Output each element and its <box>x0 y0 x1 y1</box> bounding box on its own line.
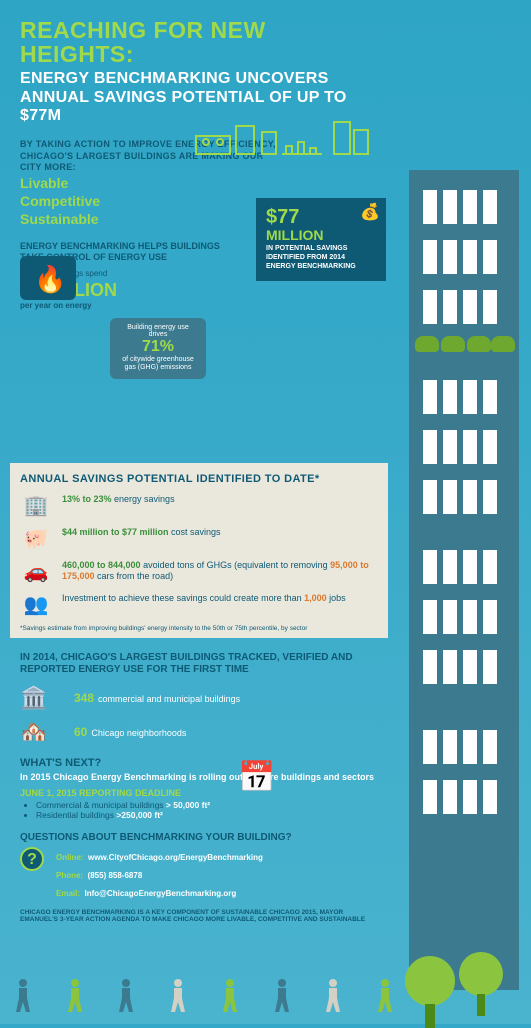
contact-line: Phone: (855) 858-6878 <box>56 865 375 883</box>
annual-footnote: *Savings estimate from improving buildin… <box>20 625 378 632</box>
annual-title: ANNUAL SAVINGS POTENTIAL IDENTIFIED TO D… <box>20 473 378 485</box>
contact-line: Email: Info@ChicagoEnergyBenchmarking.or… <box>56 883 375 901</box>
intro-line: Competitive <box>20 193 280 209</box>
contact-line: Online: www.CityofChicago.org/EnergyBenc… <box>56 847 375 865</box>
questions-blurb: CHICAGO ENERGY BENCHMARKING IS A KEY COM… <box>20 909 375 925</box>
car-icon: 🚗 <box>20 560 52 584</box>
main-title: REACHING FOR NEW HEIGHTS: <box>20 18 375 66</box>
question-mark-icon: ? <box>20 847 44 871</box>
intro-line: Sustainable <box>20 211 280 227</box>
buildings-icon: 🏛️ <box>20 685 64 711</box>
next-body: In 2015 Chicago Energy Benchmarking is r… <box>20 772 375 782</box>
annual-row: 👥 Investment to achieve these savings co… <box>20 593 378 617</box>
savings-callout: 💰 $77 MILLION IN POTENTIAL SAVINGS IDENT… <box>256 198 386 281</box>
next-item: Commercial & municipal buildings > 50,00… <box>36 800 375 810</box>
roof-garden-icon <box>415 330 515 352</box>
skyscraper-graphic <box>409 170 519 990</box>
tracked-title: IN 2014, CHICAGO'S LARGEST BUILDINGS TRA… <box>20 652 375 677</box>
deadline-label: JUNE 1, 2015 REPORTING DEADLINE <box>20 788 375 798</box>
next-title: WHAT'S NEXT? <box>20 757 375 769</box>
tree-icon <box>405 956 455 1006</box>
ghg-callout: Building energy use drives 71% of citywi… <box>110 318 206 379</box>
neighborhood-icon: 🏘️ <box>20 719 64 745</box>
annual-row: 🚗 460,000 to 844,000 avoided tons of GHG… <box>20 560 378 584</box>
annual-row: 🏢 13% to 23% energy savings <box>20 494 378 518</box>
annual-row: 🐖 $44 million to $77 million cost saving… <box>20 527 378 551</box>
piggy-icon: 🐖 <box>20 527 52 551</box>
calendar-icon: 📅 <box>238 760 275 795</box>
people-icon: 👥 <box>20 593 52 617</box>
annual-savings-panel: ANNUAL SAVINGS POTENTIAL IDENTIFIED TO D… <box>10 463 388 638</box>
intro-line: Livable <box>20 175 280 191</box>
spend-per: per year on energy <box>20 301 230 310</box>
cityline-icon <box>192 118 377 158</box>
questions-title: QUESTIONS ABOUT BENCHMARKING YOUR BUILDI… <box>20 832 375 843</box>
money-bag-icon: 💰 <box>360 202 380 222</box>
tree-icon <box>459 952 503 996</box>
next-item: Residential buildings >250,000 ft² <box>36 810 375 820</box>
tracked-row: 🏛️ 348commercial and municipal buildings <box>20 685 375 711</box>
building-icon: 🏢 <box>20 494 52 518</box>
fire-icon <box>20 256 76 300</box>
pedestrians-graphic <box>14 968 394 1014</box>
tracked-row: 🏘️ 60Chicago neighborhoods <box>20 719 375 745</box>
